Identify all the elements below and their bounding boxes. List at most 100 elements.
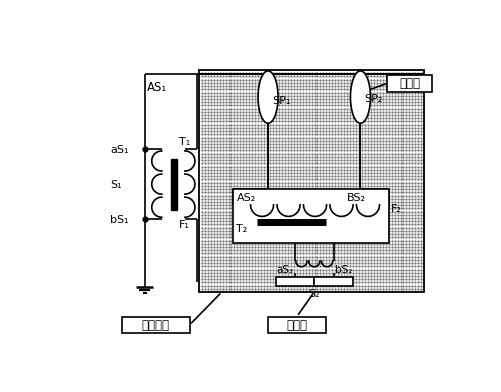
Point	[393, 247, 401, 253]
Point	[278, 170, 286, 176]
Point	[206, 109, 214, 115]
Point	[322, 102, 330, 109]
Point	[384, 73, 392, 80]
Point	[310, 218, 318, 224]
Point	[221, 180, 229, 186]
Point	[304, 279, 312, 285]
Point	[307, 202, 315, 208]
Point	[328, 176, 336, 183]
Point	[410, 273, 418, 279]
Point	[407, 93, 415, 99]
Point	[215, 279, 223, 285]
Point	[387, 263, 395, 269]
Point	[257, 202, 265, 208]
Point	[340, 225, 348, 231]
Point	[331, 270, 339, 276]
Point	[278, 105, 286, 112]
Point	[304, 260, 312, 266]
Point	[233, 221, 241, 228]
Point	[360, 231, 368, 237]
Point	[286, 76, 294, 83]
Point	[230, 263, 238, 269]
Point	[289, 286, 297, 292]
Point	[405, 267, 413, 273]
Point	[399, 80, 407, 86]
Point	[363, 218, 371, 224]
Point	[399, 93, 407, 99]
Point	[343, 105, 351, 112]
Point	[212, 125, 220, 131]
Point	[242, 218, 250, 224]
Point	[197, 199, 205, 205]
Point	[334, 93, 342, 99]
Point	[197, 70, 205, 76]
Point	[247, 70, 256, 76]
Point	[402, 244, 410, 250]
Point	[304, 99, 312, 105]
Point	[283, 147, 291, 154]
Point	[230, 89, 238, 96]
Point	[289, 215, 297, 221]
Point	[298, 257, 306, 263]
Point	[322, 276, 330, 282]
Point	[372, 199, 380, 205]
Point	[254, 89, 262, 96]
Point	[289, 125, 297, 131]
Point	[254, 154, 262, 160]
Point	[310, 141, 318, 147]
Point	[272, 134, 280, 141]
Point	[275, 183, 283, 189]
Point	[405, 163, 413, 170]
Point	[316, 170, 324, 176]
Point	[269, 80, 277, 86]
Point	[230, 267, 238, 273]
Point	[334, 199, 342, 205]
Point	[322, 270, 330, 276]
Point	[286, 199, 294, 205]
Point	[275, 99, 283, 105]
Point	[247, 131, 256, 138]
Point	[269, 218, 277, 224]
Point	[280, 93, 288, 99]
Point	[272, 270, 280, 276]
Point	[360, 257, 368, 263]
Point	[197, 173, 205, 179]
Point	[363, 202, 371, 208]
Point	[357, 109, 365, 115]
Point	[292, 221, 300, 228]
Point	[354, 176, 362, 183]
Point	[360, 234, 368, 240]
Point	[301, 102, 309, 109]
Point	[307, 141, 315, 147]
Point	[357, 215, 365, 221]
Point	[328, 163, 336, 170]
Point	[381, 128, 389, 134]
Point	[337, 276, 345, 282]
Point	[278, 93, 286, 99]
Point	[375, 189, 383, 196]
Bar	[387, 75, 431, 92]
Point	[328, 73, 336, 80]
Point	[242, 276, 250, 282]
Point	[269, 105, 277, 112]
Point	[310, 238, 318, 244]
Point	[328, 160, 336, 167]
Point	[236, 244, 244, 250]
Point	[227, 273, 235, 279]
Point	[402, 270, 410, 276]
Point	[292, 105, 300, 112]
Point	[236, 128, 244, 134]
Point	[236, 76, 244, 83]
Point	[239, 225, 247, 231]
Point	[351, 70, 359, 76]
Point	[221, 212, 229, 218]
Point	[351, 89, 359, 96]
Point	[396, 99, 404, 105]
Point	[242, 122, 250, 128]
Point	[393, 257, 401, 263]
Point	[247, 105, 256, 112]
Point	[254, 128, 262, 134]
Point	[280, 276, 288, 282]
Point	[372, 225, 380, 231]
Point	[402, 109, 410, 115]
